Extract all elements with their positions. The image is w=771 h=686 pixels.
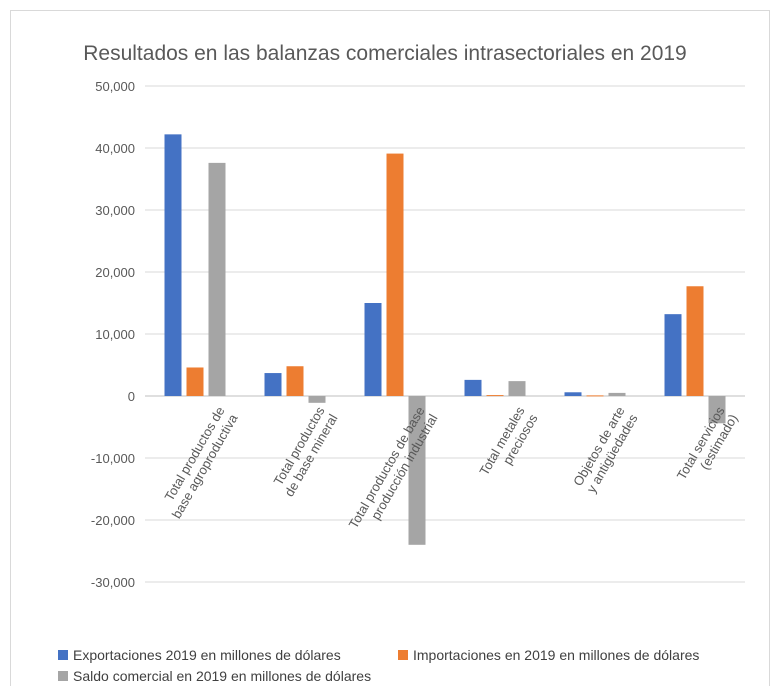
y-tick-label: 30,000 <box>95 203 135 218</box>
legend-swatch <box>58 650 68 660</box>
bar-chart: Resultados en las balanzas comerciales i… <box>83 42 745 590</box>
bar-2-5 <box>708 396 726 424</box>
x-tick-label: Total servicios(estimado) <box>674 404 741 490</box>
bar-2-0 <box>208 162 226 396</box>
bar-2-1 <box>308 396 326 403</box>
y-tick-label: 20,000 <box>95 265 135 280</box>
x-tick-label: Objetos de artey antigüedades <box>570 404 641 496</box>
y-tick-label: 40,000 <box>95 141 135 156</box>
y-tick-label: 0 <box>128 389 135 404</box>
x-tick-label: Total productos debase agroproductiva <box>156 403 241 521</box>
bar-1-5 <box>686 286 704 396</box>
chart-title: Resultados en las balanzas comerciales i… <box>83 42 687 65</box>
bar-1-0 <box>186 367 204 396</box>
x-tick-label: Total productos de baseproducción indust… <box>346 404 441 539</box>
legend-item: Exportaciones 2019 en millones de dólare… <box>58 647 341 663</box>
y-tick-label: -20,000 <box>91 513 135 528</box>
legend-label: Exportaciones 2019 en millones de dólare… <box>73 647 341 663</box>
bar-0-4 <box>564 392 582 396</box>
y-tick-label: -30,000 <box>91 575 135 590</box>
bar-2-3 <box>508 381 526 396</box>
y-tick-label: 50,000 <box>95 79 135 94</box>
bar-1-2 <box>386 153 404 396</box>
bar-1-1 <box>286 366 304 396</box>
bar-0-0 <box>164 134 182 397</box>
legend-swatch <box>58 671 68 681</box>
bar-0-1 <box>264 373 282 396</box>
bar-1-4 <box>586 395 604 397</box>
x-tick-label: Total productosde base mineral <box>268 404 340 500</box>
legend-swatch <box>398 650 408 660</box>
bar-0-3 <box>464 379 482 396</box>
bar-0-2 <box>364 303 382 396</box>
y-tick-label: 10,000 <box>95 327 135 342</box>
chart-frame <box>10 10 770 686</box>
bar-0-5 <box>664 314 682 396</box>
bar-2-2 <box>408 396 426 545</box>
legend-item: Saldo comercial en 2019 en millones de d… <box>58 668 371 684</box>
legend-item: Importaciones en 2019 en millones de dól… <box>398 647 699 663</box>
legend-label: Importaciones en 2019 en millones de dól… <box>413 647 700 663</box>
x-tick-label: Total metalespreciosos <box>476 404 541 486</box>
legend-label: Saldo comercial en 2019 en millones de d… <box>73 668 372 684</box>
y-tick-label: -10,000 <box>91 451 135 466</box>
bar-2-4 <box>608 392 626 396</box>
bar-1-3 <box>486 395 504 397</box>
